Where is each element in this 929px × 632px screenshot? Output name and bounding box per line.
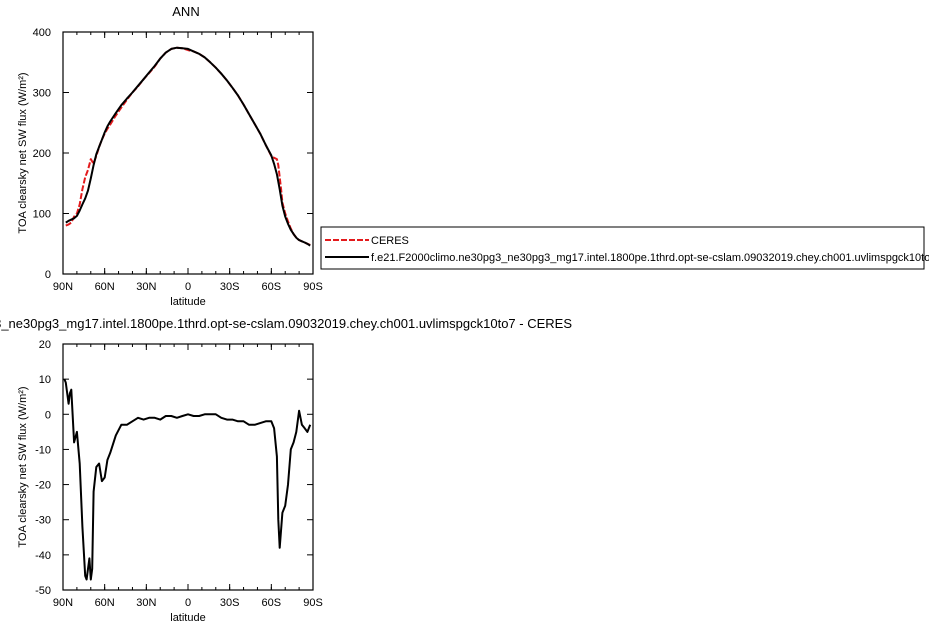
y-tick-label: 300 [33,88,51,100]
chart-panel-2: f.e21.F2000climo.ne30pg3_ne30pg3_mg17.in… [0,316,572,624]
y-tick-label: -50 [35,585,51,597]
legend-label-1: CERES [371,235,409,247]
y-tick-label: 400 [33,27,51,39]
y-axis-label: TOA clearsky net SW flux (W/m²) [17,386,29,547]
plot-frame [62,31,314,275]
y-tick-label: 20 [39,339,51,351]
y-tick-label: 0 [45,269,51,281]
legend-box [320,226,925,270]
x-tick-label: 90N [53,597,73,609]
y-tick-label: -30 [35,515,51,527]
x-tick-label: 60S [262,597,282,609]
x-tick-label: 30N [136,597,156,609]
series-line-1 [65,46,311,246]
y-axis-label: TOA clearsky net SW flux (W/m²) [17,72,29,233]
x-tick-label: 30S [220,281,240,293]
x-tick-label: 30N [136,281,156,293]
chart-title: f.e21.F2000climo.ne30pg3_ne30pg3_mg17.in… [0,316,572,331]
y-tick-label: 200 [33,148,51,160]
y-tick-label: -20 [35,480,51,492]
y-tick-label: 100 [33,209,51,221]
x-tick-label: 60N [95,597,115,609]
y-tick-label: 0 [45,409,51,421]
series-line-2 [65,46,311,247]
x-tick-label: 30S [220,597,240,609]
chart-panel-1: ANN 90N 60N 30N 0 30S 60S 90S 0 100 200 300 400 latit… [17,4,929,308]
x-tick-label: 0 [185,597,191,609]
x-tick-label: 60N [95,281,115,293]
x-tick-label: 90N [53,281,73,293]
x-axis-label: latitude [170,296,205,308]
x-tick-label: 90S [303,597,323,609]
legend: CERES f.e21.F2000climo.ne30pg3_ne30pg3_mg… [320,226,929,270]
x-tick-label: 0 [185,281,191,293]
y-tick-label: -40 [35,550,51,562]
x-tick-label: 60S [262,281,282,293]
series-line-1 [63,378,312,581]
x-tick-label: 90S [303,281,323,293]
legend-label-2: f.e21.F2000climo.ne30pg3_ne30pg3_mg17.in… [371,252,929,264]
chart-title: ANN [172,4,199,19]
x-axis-label: latitude [170,612,205,624]
y-tick-label: 10 [39,374,51,386]
y-tick-label: -10 [35,444,51,456]
